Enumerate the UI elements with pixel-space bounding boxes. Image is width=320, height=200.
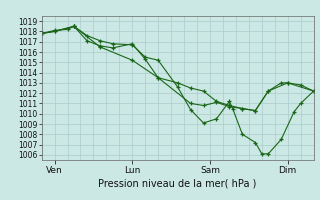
X-axis label: Pression niveau de la mer( hPa ): Pression niveau de la mer( hPa ) <box>99 179 257 189</box>
